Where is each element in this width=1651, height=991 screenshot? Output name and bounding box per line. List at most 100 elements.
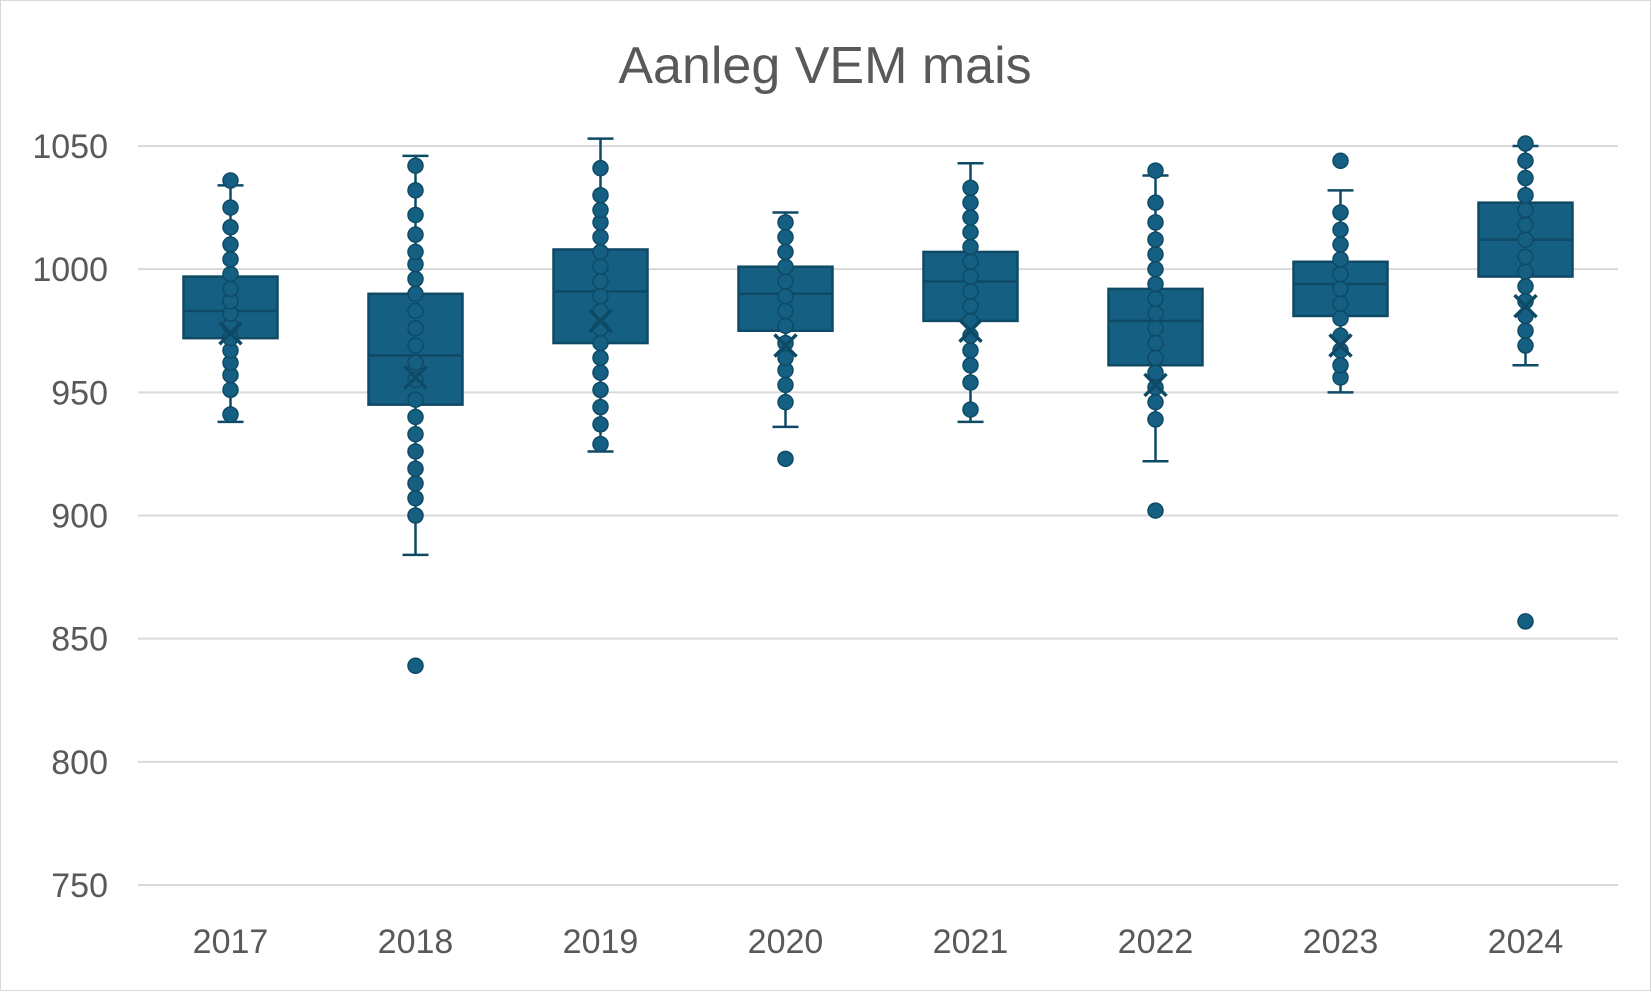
- data-point: [962, 223, 979, 241]
- data-point: [1517, 135, 1534, 152]
- data-point: [592, 243, 609, 261]
- data-point: [1147, 349, 1164, 367]
- data-point: [962, 268, 979, 285]
- mean-marker: [403, 365, 428, 390]
- data-point: [407, 475, 424, 492]
- data-point: [407, 337, 424, 354]
- x-axis-tick-labels: 2017 2018 2019 2020 2021 2022 2023 2024: [193, 923, 1564, 961]
- data-point: [407, 206, 424, 224]
- box-2019: [552, 137, 649, 453]
- box-2020: [737, 211, 834, 468]
- x-tick-label: 2017: [193, 923, 269, 961]
- x-tick-label: 2019: [563, 923, 639, 961]
- data-point: [407, 443, 424, 460]
- data-point: [407, 354, 424, 372]
- y-tick-label: 1000: [32, 251, 108, 289]
- mean-marker: [1328, 333, 1353, 358]
- mean-marker: [1513, 293, 1538, 319]
- data-point: [592, 187, 609, 204]
- data-point: [222, 236, 239, 253]
- data-point: [1147, 260, 1164, 278]
- data-point: [1517, 187, 1534, 204]
- data-point: [592, 416, 609, 433]
- data-point: [1517, 278, 1534, 295]
- y-tick-label: 900: [51, 498, 108, 536]
- data-point: [592, 201, 609, 219]
- box-2017: [182, 172, 279, 424]
- data-point: [222, 265, 239, 283]
- data-point: [1517, 337, 1534, 354]
- box-2018: [367, 154, 464, 675]
- data-point: [407, 460, 424, 477]
- x-tick-label: 2021: [933, 923, 1009, 961]
- mean-marker: [1143, 372, 1168, 398]
- data-point: [407, 425, 424, 443]
- data-point: [222, 280, 239, 298]
- data-point: [777, 214, 794, 231]
- data-point: [1147, 411, 1164, 428]
- data-point: [962, 283, 979, 300]
- y-axis-tick-labels: 750 800 850 900 950 1000 1050: [32, 128, 108, 905]
- data-point: [592, 435, 609, 453]
- data-point: [592, 288, 609, 305]
- data-point: [592, 258, 609, 275]
- box-2023: [1292, 152, 1389, 394]
- data-point: [1332, 221, 1349, 239]
- data-point: [407, 243, 424, 261]
- x-tick-label: 2022: [1118, 923, 1194, 961]
- box-2022: [1107, 162, 1204, 519]
- data-point: [1332, 295, 1349, 312]
- data-point: [962, 374, 979, 391]
- data-point: [407, 285, 424, 303]
- data-point: [222, 199, 239, 216]
- data-point: [1147, 231, 1164, 248]
- outlier-point: [407, 657, 424, 675]
- outlier-point: [1332, 152, 1349, 170]
- data-point: [1332, 265, 1349, 283]
- data-point: [407, 270, 424, 288]
- box-2021: [922, 161, 1019, 424]
- data-point: [962, 401, 979, 418]
- data-point: [407, 226, 424, 243]
- x-tick-label: 2023: [1303, 923, 1379, 961]
- y-tick-label: 800: [51, 744, 108, 782]
- data-point: [407, 408, 424, 426]
- data-point: [592, 364, 609, 381]
- data-point: [777, 228, 794, 246]
- data-point: [222, 406, 239, 423]
- mean-marker: [588, 308, 613, 334]
- data-point: [592, 228, 609, 246]
- mean-marker: [773, 333, 798, 358]
- data-point: [222, 219, 239, 236]
- data-point: [777, 302, 794, 320]
- data-point: [1147, 162, 1164, 179]
- data-point: [777, 393, 794, 411]
- data-point: [1332, 251, 1349, 268]
- data-point: [407, 391, 424, 408]
- data-point: [962, 342, 979, 359]
- data-point: [592, 159, 609, 177]
- x-tick-label: 2018: [378, 923, 454, 961]
- x-tick-label: 2020: [748, 923, 824, 961]
- data-point: [1517, 322, 1534, 339]
- data-point: [962, 209, 979, 226]
- data-point: [777, 288, 794, 305]
- data-point: [222, 172, 239, 189]
- data-point: [1147, 320, 1164, 337]
- data-point: [962, 238, 979, 256]
- data-point: [1332, 356, 1349, 374]
- y-tick-label: 1050: [32, 128, 108, 166]
- box-series: [182, 135, 1574, 675]
- data-point: [407, 490, 424, 507]
- outlier-point: [1517, 613, 1534, 630]
- data-point: [777, 258, 794, 275]
- data-point: [1147, 290, 1164, 307]
- box-2024: [1477, 135, 1574, 630]
- data-point: [962, 253, 979, 271]
- data-point: [962, 356, 979, 374]
- data-point: [1332, 280, 1349, 298]
- data-point: [777, 273, 794, 290]
- data-point: [1517, 263, 1534, 280]
